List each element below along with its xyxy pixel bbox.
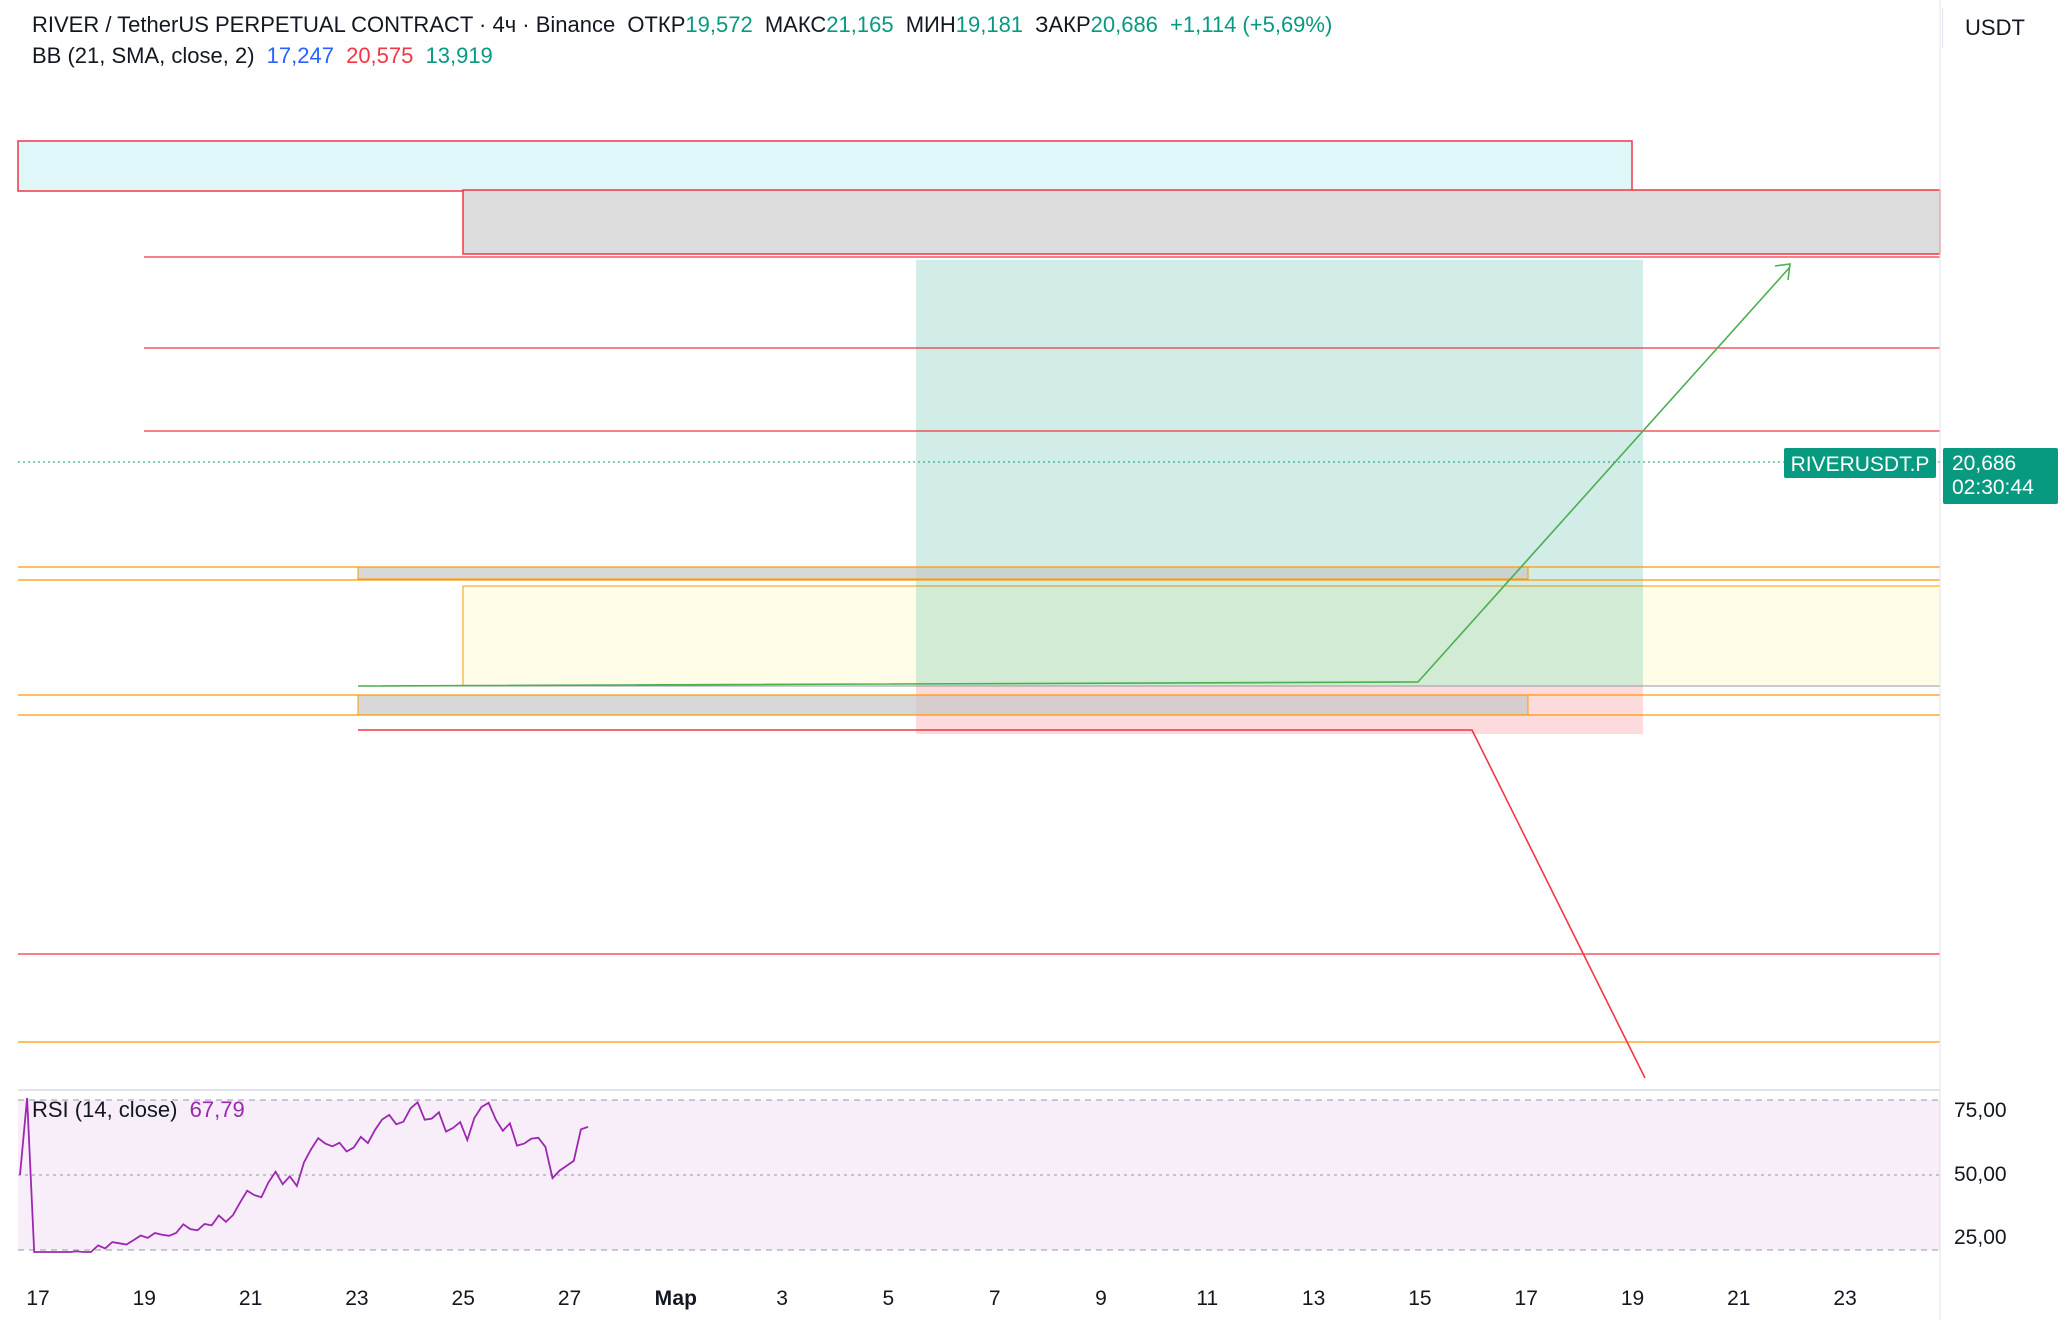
price-badge	[1943, 448, 2058, 504]
rsi-legend[interactable]: RSI (14, close) 67,79	[32, 1097, 251, 1123]
rsi-value: 67,79	[189, 1097, 245, 1122]
bb-basis-value: 17,247	[266, 43, 334, 68]
bb-lower-value: 13,919	[425, 43, 493, 68]
rsi-tick-label: 25,00	[1954, 1226, 2007, 1249]
position-target-area[interactable]	[916, 260, 1643, 686]
time-tick-label: 25	[452, 1287, 475, 1310]
bb-legend[interactable]: BB (21, SMA, close, 2) 17,247 20,575 13,…	[32, 43, 499, 69]
high-label: МАКС	[764, 12, 827, 37]
currency-button[interactable]: USDT	[1942, 8, 2047, 48]
time-tick-label: 27	[558, 1287, 581, 1310]
time-tick-label: 17	[1515, 1287, 1538, 1310]
rsi-tick-label: 50,00	[1954, 1163, 2007, 1186]
time-tick-label: 19	[1621, 1287, 1644, 1310]
close-value: 20,686	[1090, 12, 1158, 37]
rsi-tick-label: 75,00	[1954, 1099, 2007, 1122]
time-tick-label: 23	[345, 1287, 368, 1310]
time-axis[interactable]: 17 19 21 23 25 27 Мар 3 5 7 9 11 13 15 17 19 21 23	[26, 1287, 1856, 1310]
price-badge-countdown: 02:30:44	[1952, 476, 2034, 499]
high-value: 21,165	[826, 12, 894, 37]
demand-zone-lower[interactable]	[357, 694, 1529, 716]
rsi-label[interactable]: RSI (14, close)	[32, 1097, 178, 1122]
time-tick-label: 13	[1302, 1287, 1325, 1310]
open-value: 19,572	[685, 12, 753, 37]
time-tick-label: Мар	[655, 1287, 697, 1310]
bb-label[interactable]: BB (21, SMA, close, 2)	[32, 43, 255, 68]
horizontal-levels	[18, 256, 1940, 1043]
supply-zone-gray[interactable]	[462, 189, 1941, 255]
symbol-badge-text: RIVERUSDT.P	[1791, 453, 1930, 476]
demand-zone-yellow[interactable]	[462, 585, 1941, 687]
change-value: +1,114 (+5,69%)	[1170, 12, 1333, 37]
time-tick-label: 17	[26, 1287, 49, 1310]
low-label: МИН	[905, 12, 956, 37]
time-tick-label: 5	[883, 1287, 895, 1310]
symbol-legend[interactable]: RIVER / TetherUS PERPETUAL CONTRACT · 4ч…	[32, 12, 1338, 38]
last-price-badge: RIVERUSDT.P 20,686 02:30:44	[1784, 448, 2058, 504]
time-tick-label: 7	[989, 1287, 1001, 1310]
time-tick-label: 19	[133, 1287, 156, 1310]
scenario-down-line[interactable]	[358, 729, 1646, 1079]
time-tick-label: 9	[1095, 1287, 1107, 1310]
time-tick-label: 11	[1196, 1287, 1218, 1310]
time-tick-label: 21	[1727, 1287, 1750, 1310]
rsi-line[interactable]	[19, 1097, 589, 1253]
time-tick-label: 23	[1833, 1287, 1856, 1310]
scenario-up-line[interactable]	[357, 266, 1791, 687]
time-tick-label: 15	[1408, 1287, 1431, 1310]
low-value: 19,181	[955, 12, 1024, 37]
close-label: ЗАКР	[1035, 12, 1091, 37]
open-label: ОТКР	[627, 12, 686, 37]
price-badge-value: 20,686	[1952, 452, 2016, 475]
time-tick-label: 3	[776, 1287, 788, 1310]
rsi-axis: 75,00 50,00 25,00	[1954, 1099, 2007, 1249]
symbol-title[interactable]: RIVER / TetherUS PERPETUAL CONTRACT · 4ч…	[32, 12, 616, 37]
supply-zone-upper[interactable]	[17, 140, 1633, 192]
demand-zone-upper[interactable]	[357, 566, 1529, 580]
symbol-badge	[1784, 448, 1936, 478]
bb-upper-value: 20,575	[346, 43, 414, 68]
scenario-up-arrowhead	[1774, 263, 1791, 281]
time-tick-label: 21	[239, 1287, 262, 1310]
